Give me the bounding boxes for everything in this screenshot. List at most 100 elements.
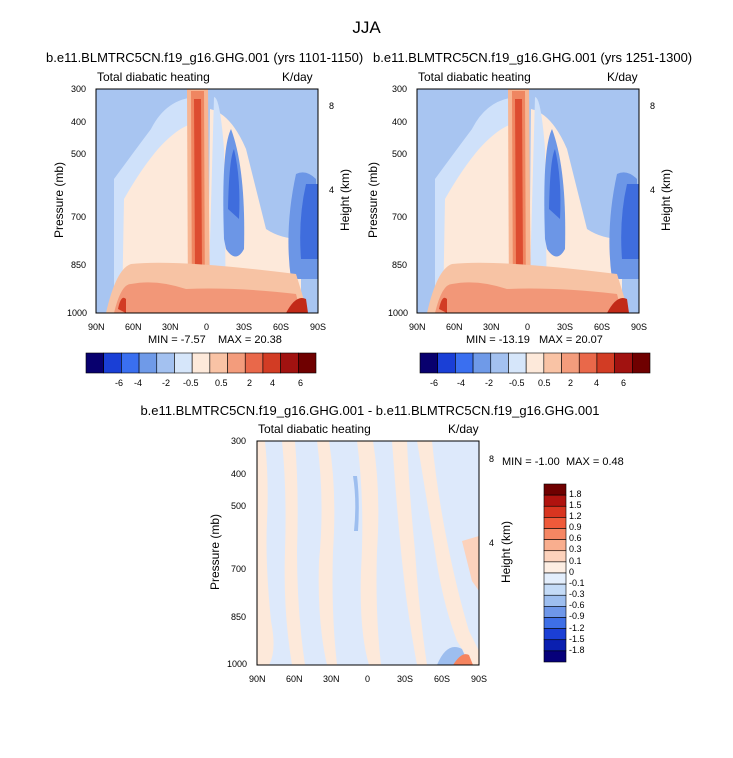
y-tick-label: 700 xyxy=(392,212,408,222)
right-axis-label: Height (km) xyxy=(338,169,352,232)
colorbar-swatch xyxy=(614,352,633,374)
contour-plot xyxy=(95,88,319,314)
y-axis-label: Pressure (mb) xyxy=(52,162,66,239)
colorbar-swatch xyxy=(298,352,317,374)
y-tick-label: 500 xyxy=(392,149,408,159)
right-string: K/day xyxy=(448,422,479,436)
right-axis-label: Height (km) xyxy=(659,169,673,232)
x-tick-label: 30N xyxy=(162,322,179,332)
colorbar-label: 1.5 xyxy=(569,500,582,510)
figure-title: JJA xyxy=(352,18,381,37)
colorbar-swatch xyxy=(543,594,567,607)
colorbar-label: -0.3 xyxy=(569,589,585,599)
y-tick-label: 850 xyxy=(71,260,87,270)
y-tick-label: 1000 xyxy=(227,659,248,669)
y-tick-label: 850 xyxy=(392,260,408,270)
colorbar-label: 0.5 xyxy=(215,378,228,388)
right-tick-label: 8 xyxy=(489,454,495,464)
colorbar-swatch xyxy=(508,352,527,374)
colorbar-swatch xyxy=(543,639,567,652)
colorbar-swatch xyxy=(262,352,281,374)
x-tick-label: 60N xyxy=(446,322,463,332)
colorbar-swatch xyxy=(543,583,567,596)
max-label: MAX = 20.07 xyxy=(539,334,603,346)
colorbar-label: 0.1 xyxy=(569,556,582,566)
colorbar-swatch xyxy=(244,352,264,374)
x-tick-label: 60S xyxy=(594,322,611,332)
y-axis-label: Pressure (mb) xyxy=(208,514,222,591)
x-tick-label: 30N xyxy=(483,322,500,332)
colorbar-label: -1.8 xyxy=(569,645,585,655)
contour-plot xyxy=(256,440,480,666)
colorbar-label: 0.6 xyxy=(569,533,582,543)
colorbar-label: 0.9 xyxy=(569,522,582,532)
max-label: MAX = 0.48 xyxy=(566,456,624,468)
x-tick-label: 60N xyxy=(286,674,303,684)
colorbar-swatch xyxy=(121,352,140,374)
colorbar-swatch xyxy=(543,352,562,374)
colorbar-label: -0.9 xyxy=(569,611,585,621)
y-tick-label: 850 xyxy=(231,612,247,622)
panel-title: b.e11.BLMTRC5CN.f19_g16.GHG.001 (yrs 110… xyxy=(46,50,364,65)
y-tick-label: 300 xyxy=(71,84,87,94)
colorbar-label: -0.1 xyxy=(569,578,585,588)
colorbar-swatch xyxy=(543,505,567,518)
colorbar-swatch xyxy=(472,352,492,374)
colorbar-swatch xyxy=(543,517,567,529)
colorbar-swatch xyxy=(561,352,580,374)
colorbar-label: -0.5 xyxy=(183,378,199,388)
y-tick-label: 300 xyxy=(392,84,408,94)
right-tick-label: 4 xyxy=(489,538,495,548)
colorbar-swatch xyxy=(543,561,567,574)
colorbar-label: -6 xyxy=(430,378,439,388)
y-tick-label: 500 xyxy=(231,501,247,511)
x-tick-label: 30N xyxy=(323,674,340,684)
right-axis-label: Height (km) xyxy=(499,521,513,584)
colorbar-swatch xyxy=(596,352,615,374)
right-string: K/day xyxy=(607,70,638,84)
min-label: MIN = -13.19 xyxy=(466,334,530,346)
colorbar-label: 1.2 xyxy=(569,511,582,521)
colorbar-label: -1.2 xyxy=(569,623,585,633)
x-tick-label: 30S xyxy=(397,674,414,684)
colorbar-swatch xyxy=(490,352,509,374)
y-axis-label: Pressure (mb) xyxy=(366,162,380,239)
y-tick-label: 1000 xyxy=(388,308,409,318)
colorbar-label: 0.3 xyxy=(569,544,582,554)
x-tick-label: 60S xyxy=(434,674,451,684)
colorbar-swatch xyxy=(455,352,474,374)
colorbar-label: 2 xyxy=(568,378,574,388)
x-tick-label: 60N xyxy=(125,322,142,332)
colorbar-swatch xyxy=(174,352,193,374)
colorbar-label: 1.8 xyxy=(569,489,582,499)
min-label: MIN = -7.57 xyxy=(148,334,206,346)
colorbar xyxy=(543,483,567,663)
right-tick-label: 8 xyxy=(329,101,335,111)
colorbar xyxy=(85,352,317,374)
colorbar-swatch xyxy=(543,483,567,496)
colorbar-swatch xyxy=(525,352,545,374)
left-string: Total diabatic heating xyxy=(418,70,531,84)
colorbar-swatch xyxy=(103,352,122,374)
colorbar-swatch xyxy=(85,352,104,374)
right-tick-label: 8 xyxy=(650,101,656,111)
y-tick-label: 500 xyxy=(71,149,87,159)
y-tick-label: 700 xyxy=(231,564,247,574)
colorbar-label: -6 xyxy=(115,378,124,388)
x-tick-label: 90N xyxy=(409,322,426,332)
colorbar-label: 4 xyxy=(594,378,600,388)
x-tick-label: 30S xyxy=(236,322,253,332)
colorbar-swatch xyxy=(209,352,228,374)
colorbar-swatch xyxy=(543,550,567,563)
left-string: Total diabatic heating xyxy=(258,422,371,436)
colorbar-swatch xyxy=(227,352,246,374)
colorbar-swatch xyxy=(543,494,567,507)
panel-title: b.e11.BLMTRC5CN.f19_g16.GHG.001 - b.e11.… xyxy=(140,403,600,418)
contour-plot xyxy=(416,88,640,314)
y-tick-label: 400 xyxy=(71,117,87,127)
colorbar-swatch xyxy=(543,650,567,663)
x-tick-label: 90S xyxy=(310,322,327,332)
x-tick-label: 0 xyxy=(525,322,531,332)
colorbar xyxy=(419,352,651,374)
x-tick-label: 90S xyxy=(471,674,488,684)
